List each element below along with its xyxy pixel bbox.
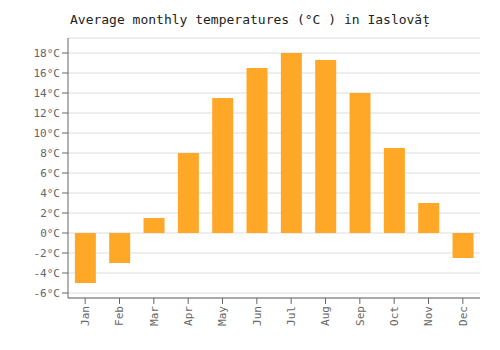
svg-text:Jun: Jun	[251, 306, 264, 326]
svg-text:Aug: Aug	[319, 306, 332, 326]
svg-text:2°C: 2°C	[40, 207, 60, 220]
svg-text:Oct: Oct	[388, 306, 401, 326]
html-text:Average monthly temperatures (: Average monthly temperatures (°C ) in Ia…	[70, 12, 430, 27]
svg-text:10°C: 10°C	[34, 127, 61, 140]
svg-text:Apr: Apr	[182, 306, 195, 326]
svg-text:18°C: 18°C	[34, 47, 61, 60]
svg-text:4°C: 4°C	[40, 187, 60, 200]
svg-text:Feb: Feb	[113, 306, 126, 326]
svg-text:14°C: 14°C	[34, 87, 61, 100]
svg-text:Dec: Dec	[457, 306, 470, 326]
svg-text:Jan: Jan	[79, 306, 92, 326]
svg-text:-4°C: -4°C	[34, 267, 61, 280]
svg-text:-2°C: -2°C	[34, 247, 61, 260]
svg-text:Nov: Nov	[422, 306, 435, 326]
svg-text:Sep: Sep	[354, 306, 367, 326]
svg-text:May: May	[216, 306, 229, 326]
svg-text:-6°C: -6°C	[34, 287, 61, 300]
svg-text:12°C: 12°C	[34, 107, 61, 120]
svg-text:Jul: Jul	[285, 306, 298, 326]
svg-text:0°C: 0°C	[40, 227, 60, 240]
svg-text:6°C: 6°C	[40, 167, 60, 180]
svg-text:16°C: 16°C	[34, 67, 61, 80]
svg-text:Mar: Mar	[148, 306, 161, 326]
svg-text:8°C: 8°C	[40, 147, 60, 160]
